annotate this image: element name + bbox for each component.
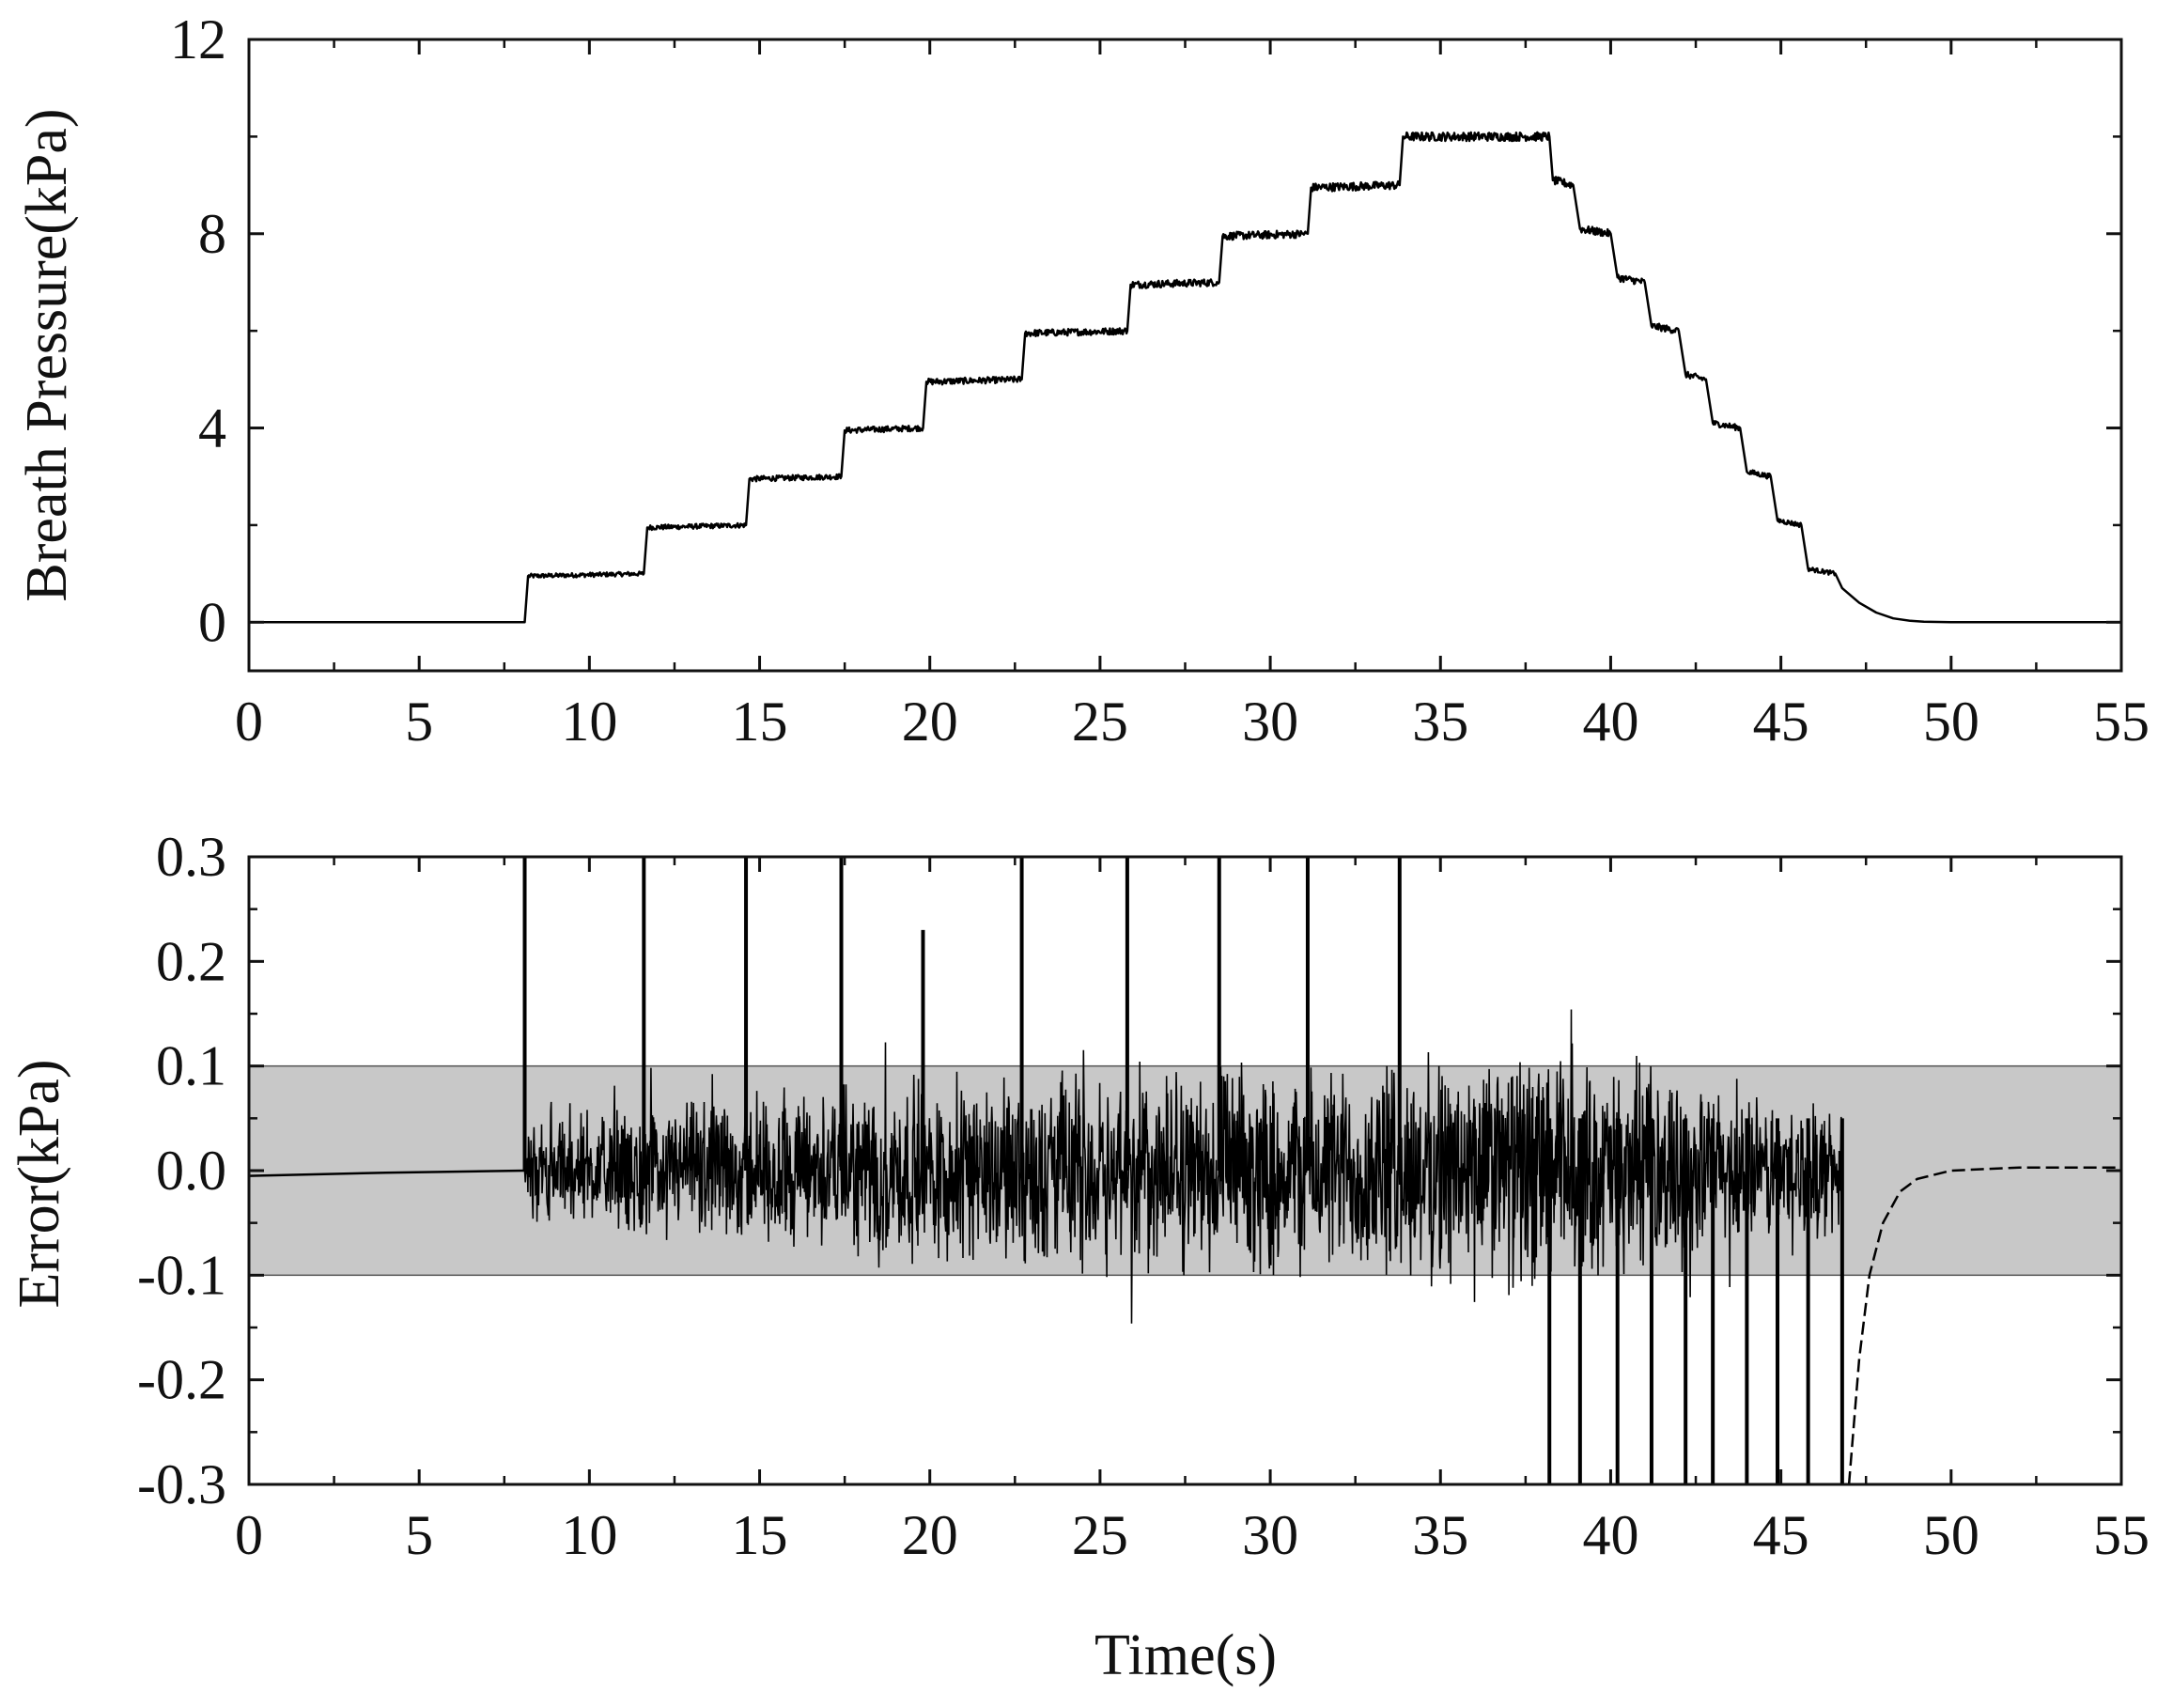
error-x-tick-label: 10 — [561, 1504, 617, 1566]
pressure-x-tick-label: 0 — [235, 691, 263, 753]
pressure-panel: 0 5 10 15 20 25 30 35 40 45 50 55 0 4 8 12 Breath Press… — [15, 8, 2150, 753]
pressure-y-tick-label: 8 — [198, 203, 226, 265]
pressure-x-tick-label: 20 — [902, 691, 958, 753]
error-x-tick-label: 45 — [1753, 1504, 1809, 1566]
error-y-axis-title: Error(kPa) — [8, 1059, 71, 1308]
error-y-tick-label: 0.2 — [156, 930, 226, 992]
error-x-tick-label: 5 — [405, 1504, 433, 1566]
error-y-tick-label: -0.2 — [137, 1349, 226, 1411]
error-x-tick-label: 25 — [1072, 1504, 1128, 1566]
pressure-line — [249, 131, 2121, 624]
error-x-tick-label: 50 — [1923, 1504, 1979, 1566]
pressure-x-tick-label: 35 — [1412, 691, 1468, 753]
pressure-x-tick-label: 30 — [1242, 691, 1298, 753]
error-x-tick-label: 40 — [1582, 1504, 1638, 1566]
pressure-x-tick-label: 55 — [2093, 691, 2150, 753]
pressure-x-tick-label: 50 — [1923, 691, 1979, 753]
error-panel: 0 5 10 15 20 25 30 35 40 45 50 55 -0.3 -0.2 -0.1 0.0 0.1… — [8, 826, 2150, 1687]
pressure-x-tick-label: 40 — [1582, 691, 1638, 753]
pressure-series-line — [249, 131, 2121, 624]
pressure-y-tick-label: 0 — [198, 591, 226, 653]
pressure-axis-ticks: 0 5 10 15 20 25 30 35 40 45 50 55 0 4 8 12 — [170, 8, 2150, 753]
error-series-line — [248, 857, 2121, 1485]
pressure-x-tick-label: 5 — [405, 691, 433, 753]
pressure-plot-area — [249, 39, 2121, 671]
error-y-tick-label: -0.1 — [137, 1244, 226, 1306]
pressure-x-tick-label: 10 — [561, 691, 617, 753]
pressure-y-tick-label: 12 — [170, 8, 226, 70]
pressure-y-axis-title: Breath Pressure(kPa) — [15, 108, 79, 601]
error-x-tick-label: 0 — [235, 1504, 263, 1566]
error-lead-line — [248, 1169, 525, 1177]
error-y-tick-label: 0.0 — [156, 1140, 226, 1202]
error-axis-ticks: 0 5 10 15 20 25 30 35 40 45 50 55 -0.3 -0.2 -0.1 0.0 0.1… — [137, 826, 2150, 1566]
error-y-tick-label: 0.1 — [156, 1035, 226, 1097]
error-y-tick-label: 0.3 — [156, 826, 226, 888]
pressure-x-tick-label: 45 — [1753, 691, 1809, 753]
time-x-axis-title: Time(s) — [1094, 1623, 1277, 1687]
error-x-tick-label: 20 — [902, 1504, 958, 1566]
error-x-tick-label: 35 — [1412, 1504, 1468, 1566]
error-tail-line — [1847, 1166, 2121, 1485]
error-x-tick-label: 30 — [1242, 1504, 1298, 1566]
error-x-tick-label: 15 — [732, 1504, 788, 1566]
error-x-tick-label: 55 — [2093, 1504, 2150, 1566]
pressure-y-tick-label: 4 — [198, 397, 226, 459]
pressure-x-tick-label: 15 — [732, 691, 788, 753]
pressure-x-tick-label: 25 — [1072, 691, 1128, 753]
error-y-tick-label: -0.3 — [137, 1453, 226, 1515]
